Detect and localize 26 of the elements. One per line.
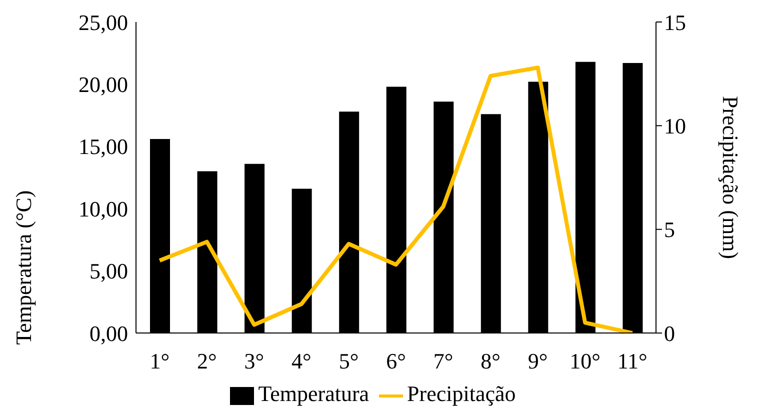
x-tick-label: 6° — [386, 348, 406, 374]
line-series — [158, 66, 634, 334]
y2-tick-label: 10 — [664, 113, 686, 138]
x-tick-label: 2° — [197, 348, 217, 374]
x-tick-label: 4° — [292, 348, 312, 374]
x-tick-label: 9° — [528, 348, 548, 374]
x-tick-label: 5° — [338, 348, 359, 374]
x-tick-label: 3° — [244, 348, 264, 374]
y2-tick-label: 15 — [664, 10, 686, 35]
x-tick-label: 11° — [617, 348, 648, 374]
y-tick-label: 25,00 — [78, 10, 128, 35]
x-tick-label: 10° — [570, 348, 600, 374]
legend-label: Precipitação — [407, 381, 516, 406]
y-tick-label: 20,00 — [78, 72, 128, 98]
x-tick-label: 1° — [150, 348, 170, 374]
y2-tick-label: 0 — [664, 320, 675, 346]
y-tick-label: 10,00 — [78, 196, 128, 222]
y-tick-label: 0,00 — [90, 320, 128, 346]
y-tick-label: 5,00 — [90, 258, 128, 284]
y-axis-title: Temperatura (°C) — [10, 190, 36, 345]
y2-tick-label: 5 — [664, 217, 675, 242]
y2-axis-title: Precipitação (mm) — [718, 96, 744, 260]
legend-label: Temperatura — [258, 381, 370, 406]
y-tick-label: 15,00 — [78, 134, 128, 160]
x-tick-label: 8° — [480, 348, 500, 374]
x-tick-label: 7° — [433, 348, 454, 374]
